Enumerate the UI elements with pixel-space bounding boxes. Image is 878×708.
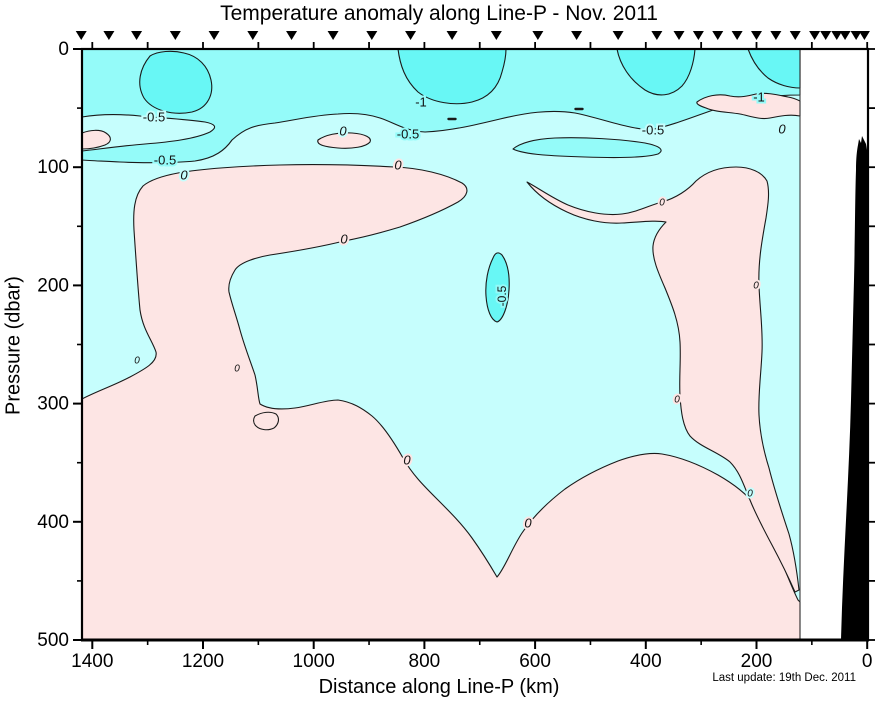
contour-label: -1 [753, 89, 765, 104]
y-tick-label: 100 [37, 157, 69, 178]
contour-region-pink-right-mass [526, 166, 800, 593]
station-triangle-icon [103, 31, 115, 40]
contour-region-medium-blob-center [485, 252, 510, 323]
y-axis-ticks: 0 100 200 300 400 500 [37, 39, 875, 651]
station-triangle-icon [490, 31, 502, 40]
station-triangle-icon [839, 31, 851, 40]
contour-region-bright-blob-c [616, 48, 696, 96]
contour-region-pink-island-small [253, 411, 279, 431]
contour-region-pale-tongue-pocket [81, 114, 216, 152]
station-markers [75, 31, 870, 40]
contour-region-bright-blob-a [139, 50, 213, 114]
contour-label: 0 [180, 167, 188, 182]
contour-region-pink-sliver-left [81, 129, 111, 150]
bathymetry-silhouette [841, 136, 868, 640]
x-tick-label: 600 [519, 651, 551, 672]
y-tick-label: 0 [58, 39, 69, 60]
station-triangle-icon [169, 31, 181, 40]
contour-label: 0 [524, 515, 532, 530]
y-tick-label: 400 [37, 512, 69, 533]
y-tick-label: 300 [37, 394, 69, 415]
contour-label: 0 [753, 281, 759, 292]
y-tick-label: 500 [37, 630, 69, 651]
contour-label: 0 [234, 364, 240, 375]
station-triangle-icon [651, 31, 663, 40]
station-triangle-icon [286, 31, 298, 40]
contour-label: -0.5 [154, 152, 176, 167]
station-triangle-icon [131, 31, 143, 40]
contour-label: 0 [339, 123, 347, 138]
update-note: Last update: 19th Dec. 2011 [712, 672, 856, 684]
x-tick-label: 1400 [71, 651, 113, 672]
station-triangle-icon [712, 31, 724, 40]
contour-label: 0 [659, 198, 665, 209]
y-tick-label: 200 [37, 275, 69, 296]
contour-region-medium-pocket-mid [512, 137, 662, 159]
x-tick-label: 0 [862, 651, 873, 672]
station-triangle-icon [692, 31, 704, 40]
station-triangle-icon [612, 31, 624, 40]
station-triangle-icon [75, 31, 87, 40]
contour-region-bright-blob-b [397, 48, 507, 105]
x-tick-label: 800 [409, 651, 441, 672]
contour-region-pink-left-mass [81, 164, 801, 641]
station-triangle-icon [751, 31, 762, 40]
station-triangle-icon [831, 31, 843, 40]
x-tick-label: 400 [630, 651, 662, 672]
station-triangle-icon [446, 31, 458, 40]
contour-label: 0 [747, 489, 753, 500]
y-axis-label: Pressure (dbar) [2, 276, 25, 415]
station-triangle-icon [247, 31, 259, 40]
station-triangle-icon [366, 31, 378, 40]
x-tick-label: 1000 [293, 651, 335, 672]
station-triangle-icon [571, 31, 583, 40]
contour-label: 0 [778, 121, 786, 136]
x-tick-label: 200 [741, 651, 773, 672]
station-triangle-icon [208, 31, 220, 40]
contour-label: -0.5 [397, 126, 419, 141]
station-triangle-icon [532, 31, 544, 40]
contour-label: -0.5 [642, 122, 664, 137]
station-triangle-icon [858, 31, 870, 40]
contour-labels: -0.5 -0.5 0 0 -0.5 -1 0 -0.5 -1 0 0 0 0 0 0 -0.5 0 0 0 0 [132, 87, 788, 532]
contour-fill-regions [81, 48, 801, 641]
station-triangle-icon [327, 31, 339, 40]
station-triangle-icon [673, 31, 685, 40]
contour-label: 0 [340, 231, 348, 246]
contour-region-bright-blob-d [747, 48, 801, 89]
station-triangle-icon [789, 31, 801, 40]
station-triangle-icon [820, 31, 832, 40]
contour-region-pink-top-blob [317, 132, 371, 149]
station-triangle-icon [731, 31, 743, 40]
contour-label: 0 [403, 452, 411, 467]
contour-label: -0.5 [143, 109, 165, 124]
contour-label: 0 [394, 157, 402, 172]
station-triangle-icon [405, 31, 417, 40]
station-triangle-icon [770, 31, 782, 40]
contour-region-medium-cyan-top-band [81, 48, 801, 164]
contour-label: 0 [134, 356, 140, 367]
x-axis-ticks: 1400 1200 1000 800 600 400 200 0 [71, 42, 872, 672]
contour-label: -0.5 [495, 285, 509, 306]
x-axis-label: Distance along Line-P (km) [318, 676, 560, 698]
station-triangle-icon [850, 31, 862, 40]
x-tick-label: 1200 [182, 651, 224, 672]
chart-title: Temperature anomaly along Line-P - Nov. … [220, 2, 658, 25]
station-triangle-icon [809, 31, 821, 40]
contour-label: 0 [674, 395, 680, 406]
contour-label: -1 [415, 94, 427, 109]
